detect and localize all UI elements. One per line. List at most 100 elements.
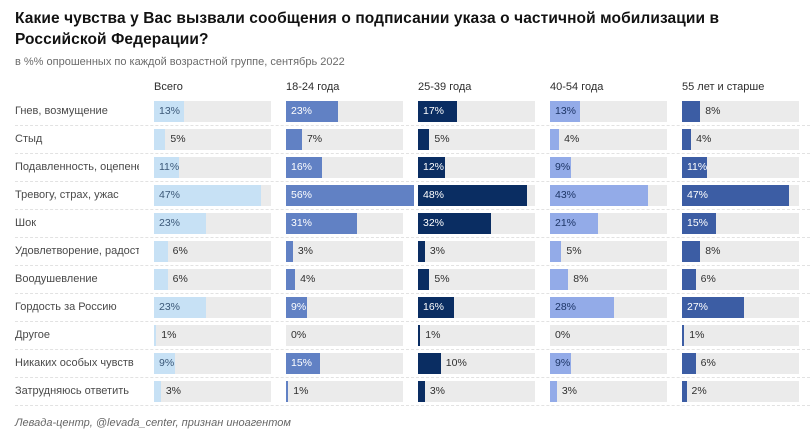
bar bbox=[682, 240, 701, 262]
bar-track: 10% bbox=[418, 352, 535, 374]
chart-rows: Гнев, возмущение 13% 23% 17% 13% 8% Стыд 5% 7% 5%… bbox=[15, 98, 810, 406]
bar bbox=[418, 268, 430, 290]
bar bbox=[418, 296, 455, 318]
bar bbox=[286, 212, 357, 234]
bar-value: 21% bbox=[555, 217, 577, 230]
bar-value: 1% bbox=[425, 329, 441, 342]
grouped-bar-chart: Всего 18-24 года 25-39 года 40-54 года 55 ле… bbox=[15, 78, 810, 406]
row-label: Гнев, возмущение bbox=[15, 105, 108, 118]
row-label: Шок bbox=[15, 217, 37, 230]
bar bbox=[286, 352, 321, 374]
bar-track: 1% bbox=[154, 324, 271, 346]
bar-value: 3% bbox=[297, 245, 314, 258]
bar bbox=[682, 296, 744, 318]
bar bbox=[682, 184, 790, 206]
bar-track: 17% bbox=[418, 100, 535, 122]
bar bbox=[286, 100, 339, 122]
column-header: Всего bbox=[154, 80, 183, 93]
bar-value: 17% bbox=[423, 105, 445, 118]
bar-track: 8% bbox=[682, 240, 799, 262]
bar-track: 11% bbox=[682, 156, 799, 178]
bar-value: 47% bbox=[159, 189, 181, 202]
bar bbox=[682, 380, 687, 402]
bar-track: 23% bbox=[154, 296, 271, 318]
bar-track: 2% bbox=[682, 380, 799, 402]
bar-track: 7% bbox=[286, 128, 403, 150]
bar bbox=[682, 156, 708, 178]
bar-track: 5% bbox=[418, 128, 535, 150]
bar bbox=[418, 156, 446, 178]
chart-title: Какие чувства у Вас вызвали сообщения о … bbox=[15, 10, 720, 49]
bar-track: 6% bbox=[154, 240, 271, 262]
bar-track: 0% bbox=[550, 324, 667, 346]
row-label: Другое bbox=[15, 329, 50, 342]
bar bbox=[154, 184, 262, 206]
row-label: Тревогу, страх, ужас bbox=[15, 189, 119, 202]
row-label: Воодушевление bbox=[15, 273, 98, 286]
bar bbox=[154, 296, 207, 318]
chart-row: Гордость за Россию 23% 9% 16% 28% 27% bbox=[15, 294, 810, 322]
bar-value: 4% bbox=[696, 133, 712, 146]
bar-value: 6% bbox=[700, 357, 716, 370]
bar-value: 27% bbox=[687, 301, 709, 314]
bar-track: 16% bbox=[286, 156, 403, 178]
bar-value: 5% bbox=[566, 245, 582, 258]
bar-value: 5% bbox=[170, 133, 186, 146]
bar-value: 13% bbox=[555, 105, 577, 118]
bar-track: 32% bbox=[418, 212, 535, 234]
bar bbox=[550, 128, 560, 150]
column-header: 40-54 года bbox=[550, 80, 604, 93]
bar-value: 9% bbox=[291, 301, 307, 314]
bar-track: 13% bbox=[154, 100, 271, 122]
bar-value: 1% bbox=[293, 385, 309, 398]
bar-track: 16% bbox=[418, 296, 535, 318]
bar-track: 5% bbox=[550, 240, 667, 262]
bar bbox=[682, 128, 692, 150]
bar-track: 6% bbox=[154, 268, 271, 290]
bar-track: 3% bbox=[154, 380, 271, 402]
bar bbox=[418, 128, 430, 150]
bar bbox=[154, 100, 184, 122]
bar-value: 7% bbox=[306, 133, 323, 146]
bar bbox=[286, 128, 302, 150]
row-label: Подавленность, оцепенение bbox=[15, 161, 139, 174]
bar-value: 4% bbox=[300, 273, 316, 286]
bar-value: 13% bbox=[159, 105, 181, 118]
bar-track: 3% bbox=[418, 380, 535, 402]
bar-track: 23% bbox=[286, 100, 403, 122]
bar-value: 4% bbox=[564, 133, 580, 146]
bar-track: 21% bbox=[550, 212, 667, 234]
bar-value: 6% bbox=[172, 245, 188, 258]
bar-value: 11% bbox=[687, 161, 708, 174]
bar-track: 15% bbox=[682, 212, 799, 234]
bar-value: 16% bbox=[291, 161, 313, 174]
bar-track: 1% bbox=[286, 380, 403, 402]
bar-track: 4% bbox=[286, 268, 403, 290]
chart-row: Тревогу, страх, ужас 47% 56% 48% 43% 47% bbox=[15, 182, 810, 210]
bar-track: 13% bbox=[550, 100, 667, 122]
bar-track: 43% bbox=[550, 184, 667, 206]
bar-value: 10% bbox=[445, 357, 467, 370]
bar bbox=[550, 296, 614, 318]
bar-track: 4% bbox=[550, 128, 667, 150]
bar bbox=[550, 240, 562, 262]
bar-track: 6% bbox=[682, 352, 799, 374]
row-label: Затрудняюсь ответить bbox=[15, 385, 130, 398]
bar-value: 1% bbox=[161, 329, 177, 342]
bar bbox=[682, 212, 717, 234]
bar bbox=[682, 352, 696, 374]
bar-track: 47% bbox=[154, 184, 271, 206]
bar-value: 15% bbox=[687, 217, 709, 230]
bar-track: 3% bbox=[418, 240, 535, 262]
bar bbox=[682, 268, 696, 290]
bar bbox=[418, 324, 421, 346]
bar-track: 12% bbox=[418, 156, 535, 178]
row-label: Никаких особых чувств bbox=[15, 357, 134, 370]
bar bbox=[154, 324, 157, 346]
bar-value: 31% bbox=[291, 217, 313, 230]
row-label: Гордость за Россию bbox=[15, 301, 117, 314]
bar-value: 11% bbox=[159, 161, 180, 174]
chart-row: Гнев, возмущение 13% 23% 17% 13% 8% bbox=[15, 98, 810, 126]
bar-value: 1% bbox=[689, 329, 705, 342]
bar-value: 16% bbox=[423, 301, 445, 314]
